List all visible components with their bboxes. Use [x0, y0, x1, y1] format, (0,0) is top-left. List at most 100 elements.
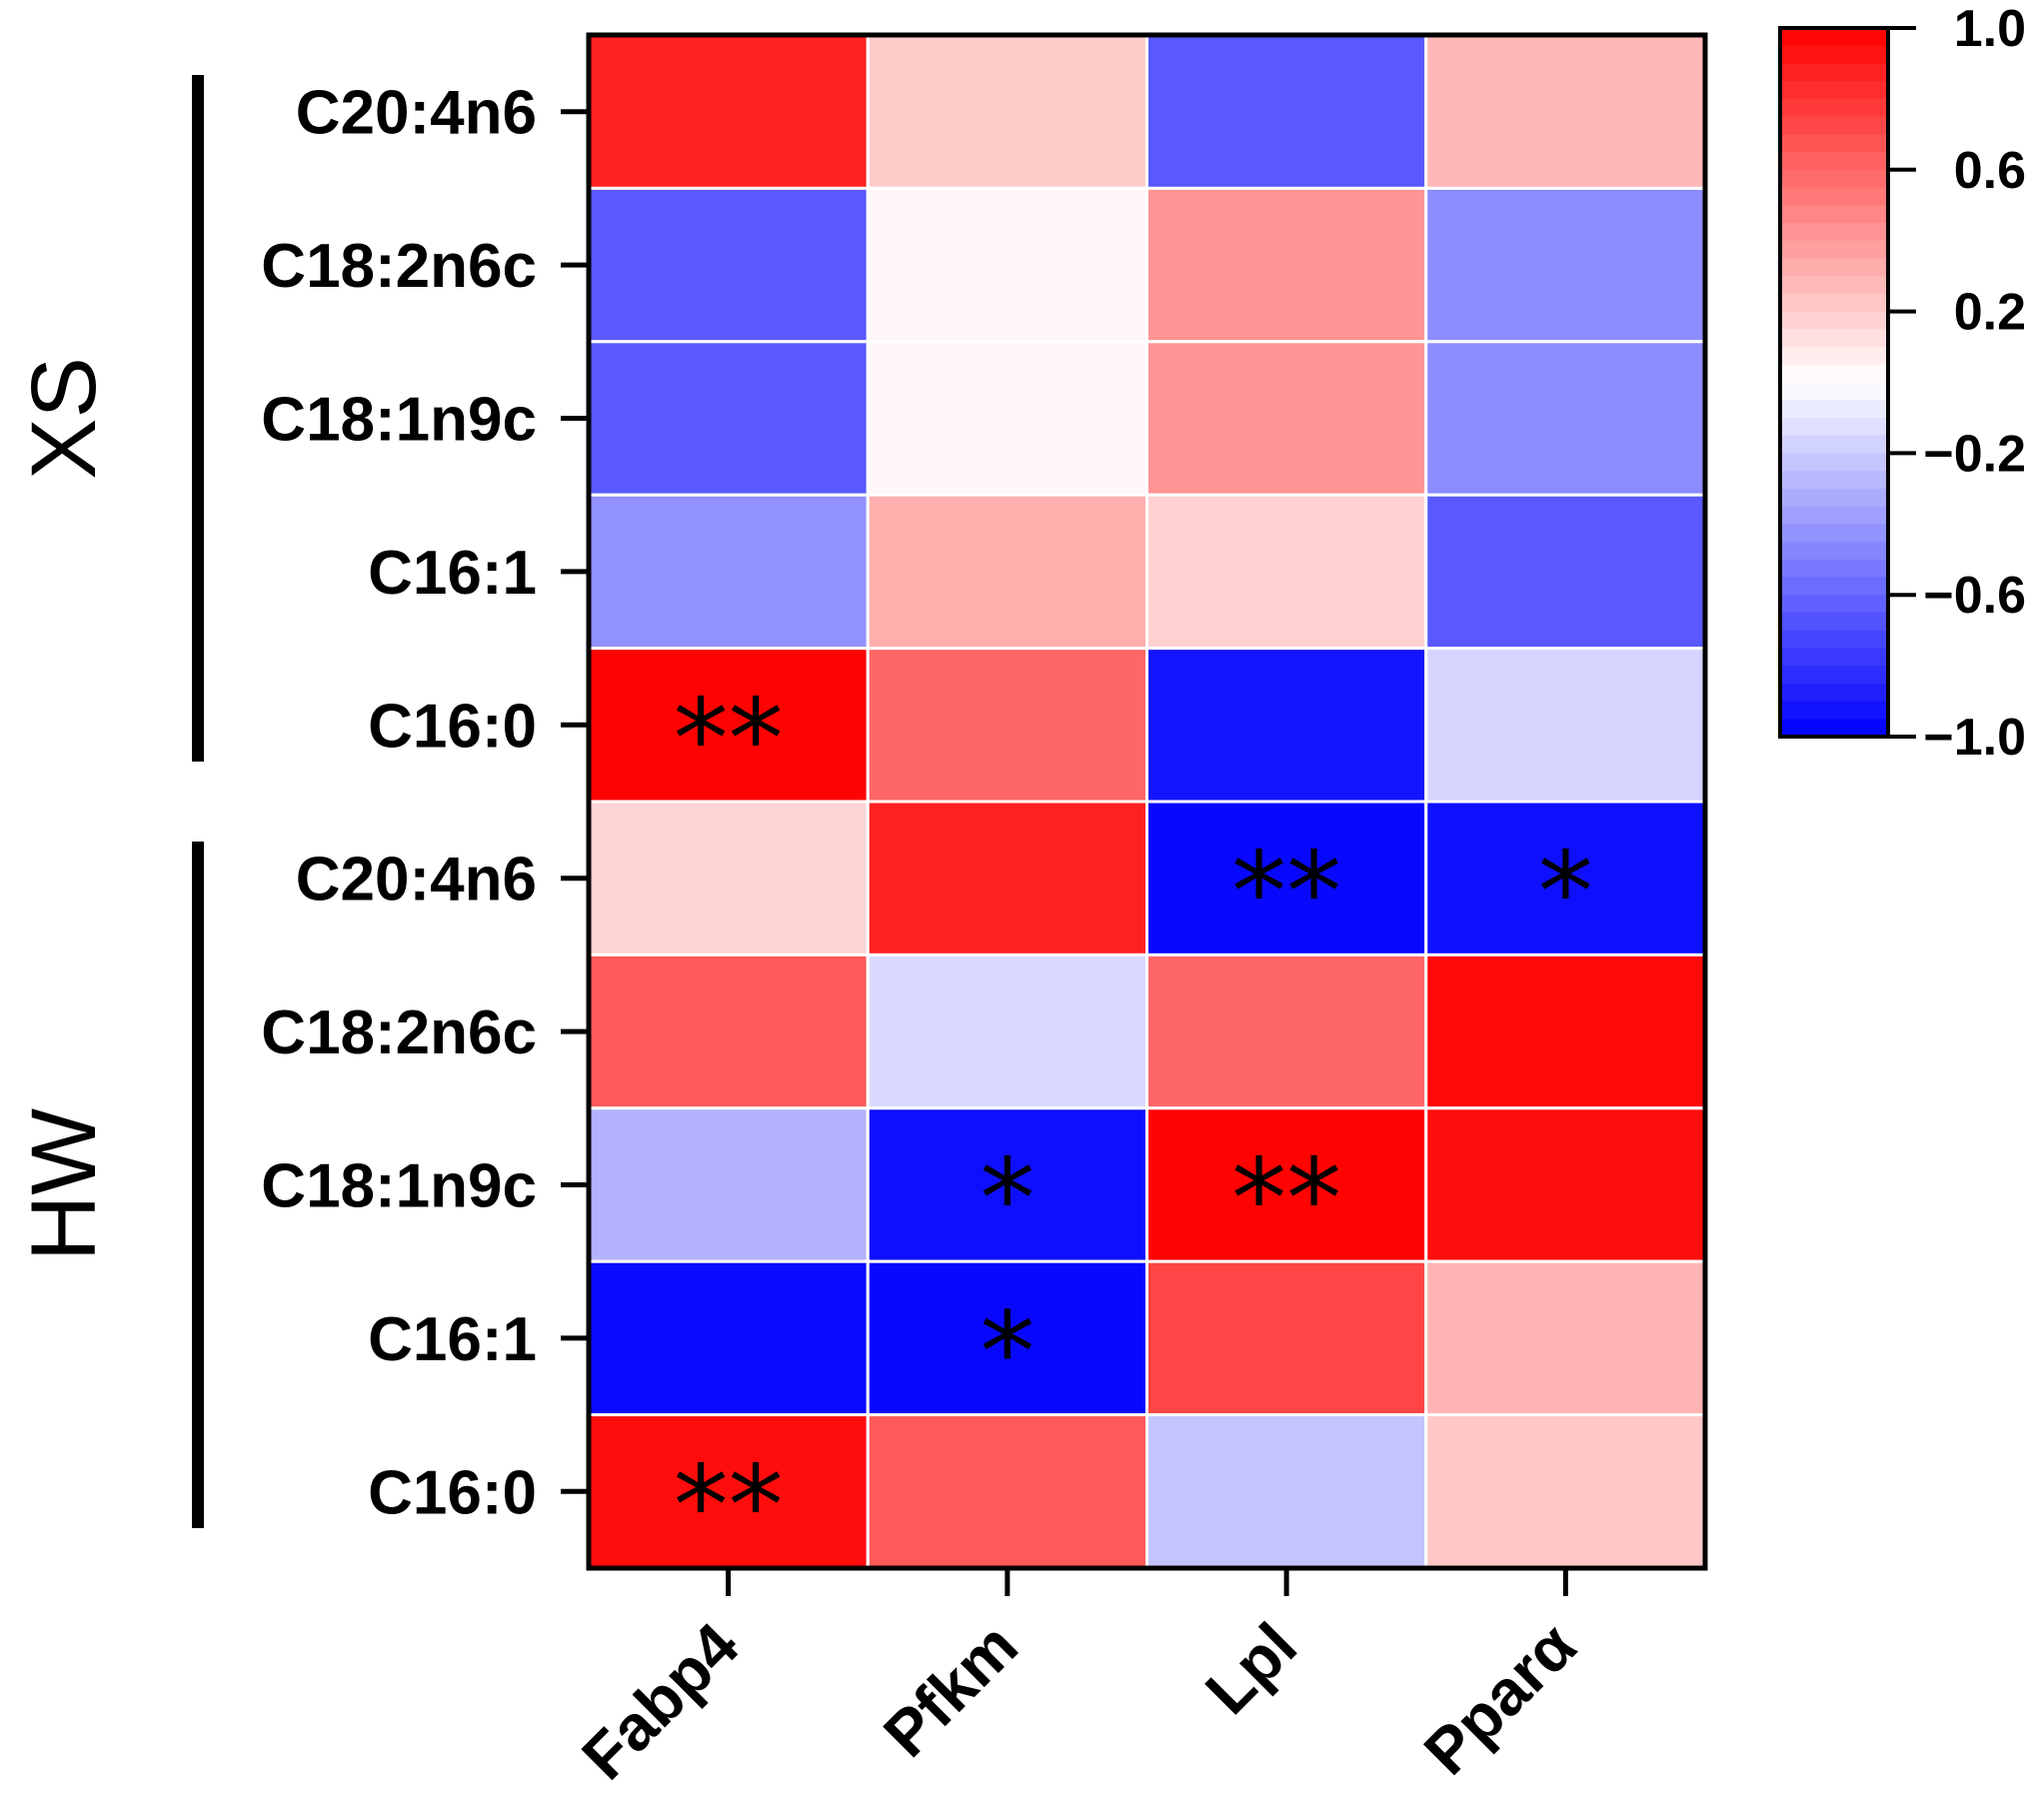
colorbar-band — [1780, 134, 1888, 153]
colorbar-band — [1780, 683, 1888, 703]
colorbar-band — [1780, 364, 1888, 384]
significance-mark: * — [980, 1288, 1034, 1416]
heatmap-cell — [587, 1106, 870, 1263]
colorbar-band — [1780, 453, 1888, 472]
row-label: C16:0 — [368, 1458, 537, 1527]
colorbar-band — [1780, 187, 1888, 206]
colorbar-band — [1780, 240, 1888, 260]
heatmap-cell — [587, 1413, 870, 1570]
colorbar-band — [1780, 400, 1888, 419]
row-labels: C20:4n6 C18:2n6c C18:1n9c C16:1 C16:0 C20:4n6… — [261, 79, 589, 1527]
colorbar-band — [1780, 417, 1888, 437]
heatmap-cell — [1145, 340, 1428, 497]
heatmap-cell — [866, 952, 1148, 1110]
column-label: Pparα — [1410, 1609, 1589, 1788]
colorbar-band — [1780, 435, 1888, 454]
colorbar-band — [1780, 205, 1888, 224]
colorbar-band — [1780, 506, 1888, 525]
colorbar-band — [1780, 630, 1888, 649]
colorbar-band — [1780, 45, 1888, 65]
heatmap-cell — [1145, 647, 1428, 804]
heatmap-cell — [866, 1413, 1148, 1570]
heatmap-cell — [866, 800, 1148, 956]
colorbar-band — [1780, 488, 1888, 508]
colorbar-band — [1780, 382, 1888, 401]
heatmap-cell — [1424, 647, 1707, 804]
colorbar-tick-label: 1.0 — [1954, 0, 2026, 58]
heatmap-cell — [1145, 952, 1428, 1110]
heatmap-cell — [1145, 186, 1428, 344]
colorbar-band — [1780, 524, 1888, 543]
colorbar-band — [1780, 81, 1888, 100]
heatmap-cell — [1424, 186, 1707, 344]
colorbar-band — [1780, 258, 1888, 277]
colorbar-frame — [1778, 26, 1890, 739]
heatmap-cell — [866, 186, 1148, 344]
heatmap-cell — [866, 340, 1148, 497]
colorbar-tick-label: 0.2 — [1954, 284, 2026, 342]
heatmap-cell — [587, 952, 870, 1110]
column-label: Lpl — [1191, 1609, 1310, 1728]
row-label: C18:1n9c — [261, 386, 537, 455]
column-label: Pfkm — [870, 1609, 1031, 1771]
row-label: C20:4n6 — [296, 846, 537, 914]
significance-mark: * — [1538, 829, 1593, 956]
colorbar-band — [1780, 293, 1888, 313]
colorbar: 1.0 0.6 0.2 −0.2 −0.6 −1.0 — [1778, 0, 2026, 767]
heatmap-cell — [1424, 952, 1707, 1110]
significance-marks: **** ** ***** — [674, 675, 1593, 1569]
significance-mark: ** — [1231, 1135, 1341, 1263]
significance-mark: * — [980, 1135, 1034, 1263]
colorbar-band — [1780, 63, 1888, 82]
colorbar-band — [1780, 276, 1888, 295]
row-label: C20:4n6 — [296, 79, 537, 148]
heatmap-cell — [1424, 1413, 1707, 1570]
row-label: C18:1n9c — [261, 1152, 537, 1221]
heatmap-cell — [1424, 33, 1707, 190]
heatmap-cell — [1424, 1259, 1707, 1417]
heatmap-cell — [1424, 1106, 1707, 1263]
heatmap-cell — [1145, 1413, 1428, 1570]
group-labels: XS HW — [13, 75, 204, 1528]
heatmap-cell — [587, 1259, 870, 1417]
significance-mark: ** — [674, 1441, 784, 1569]
colorbar-band — [1780, 719, 1888, 738]
column-labels: Fabp4 Pfkm Lpl Pparα — [568, 1568, 1589, 1793]
colorbar-band — [1780, 666, 1888, 685]
heatmap-cell — [587, 800, 870, 956]
heatmap-cell — [1145, 1106, 1428, 1263]
heatmap-cell — [866, 493, 1148, 651]
heatmap-cell — [866, 647, 1148, 804]
colorbar-band — [1780, 169, 1888, 189]
colorbar-band — [1780, 152, 1888, 171]
heatmap-cell — [1145, 800, 1428, 956]
row-label: C16:1 — [368, 1305, 537, 1374]
group-label: HW — [13, 1108, 115, 1261]
heatmap-cell — [587, 186, 870, 344]
heatmap-cell — [1145, 33, 1428, 190]
colorbar-band — [1780, 329, 1888, 348]
group-label: XS — [13, 357, 115, 480]
row-label: C16:1 — [368, 539, 537, 608]
colorbar-tick-label: −0.6 — [1923, 567, 2026, 625]
colorbar-band — [1780, 311, 1888, 330]
row-label: C16:0 — [368, 692, 537, 761]
heatmap-cell — [1424, 340, 1707, 497]
colorbar-band — [1780, 471, 1888, 490]
colorbar-band — [1780, 116, 1888, 135]
heatmap-cell — [587, 493, 870, 651]
heatmap-cell — [866, 33, 1148, 190]
colorbar-band — [1780, 577, 1888, 596]
heatmap-cell — [1145, 493, 1428, 651]
colorbar-band — [1780, 28, 1888, 47]
heatmap-frame — [586, 32, 1708, 1571]
colorbar-band — [1780, 542, 1888, 561]
significance-mark: ** — [674, 675, 784, 803]
colorbar-tick-label: −1.0 — [1923, 709, 2026, 767]
heatmap-cell — [587, 340, 870, 497]
colorbar-band — [1780, 559, 1888, 579]
heatmap-cell — [587, 33, 870, 190]
colorbar-tick-label: −0.2 — [1923, 425, 2026, 483]
heatmap-cell — [1145, 1259, 1428, 1417]
